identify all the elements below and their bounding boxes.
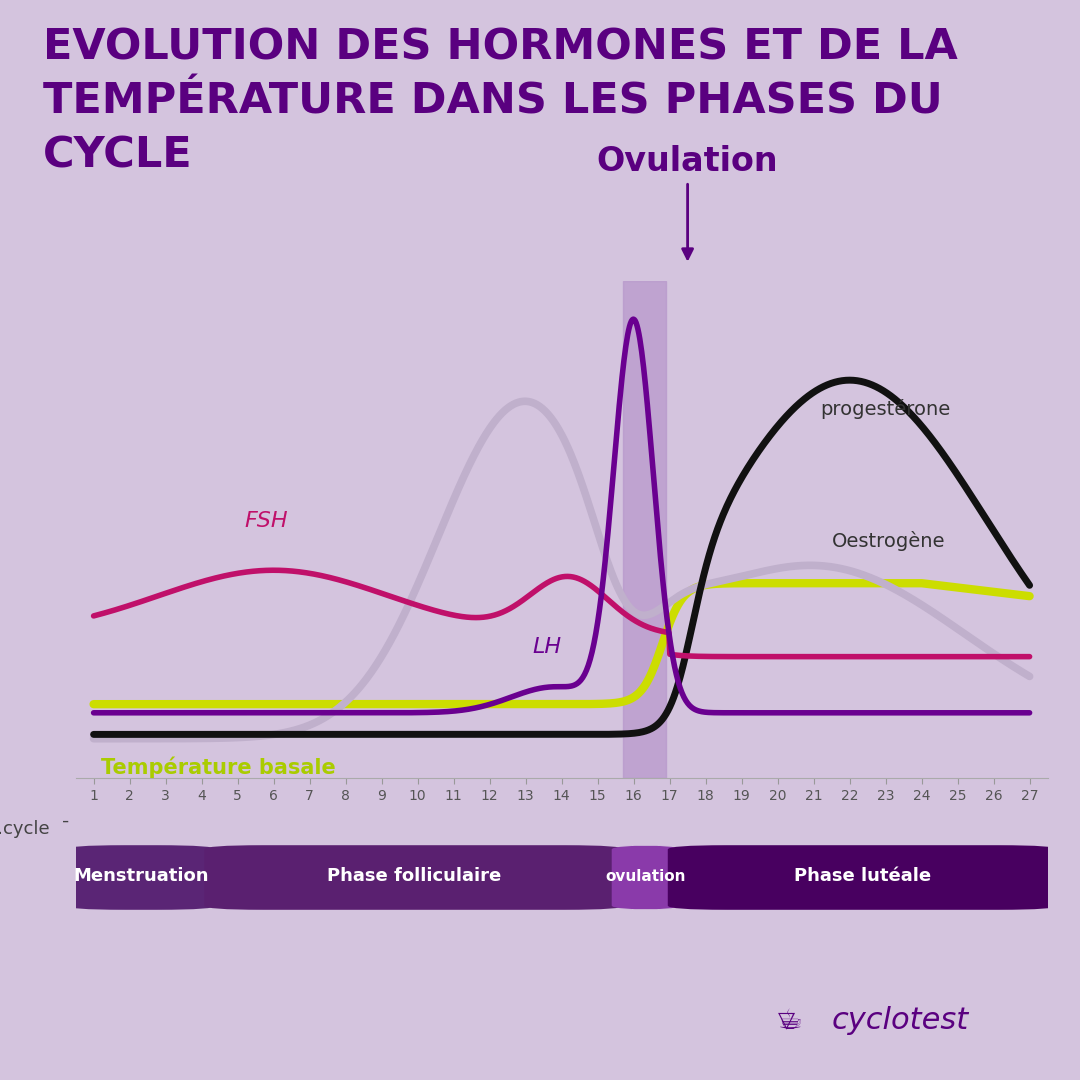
Text: EVOLUTION DES HORMONES ET DE LA: EVOLUTION DES HORMONES ET DE LA [43, 27, 958, 69]
Text: LH: LH [532, 636, 562, 657]
Text: ovulation: ovulation [606, 868, 686, 883]
Text: TEMPÉRATURE DANS LES PHASES DU: TEMPÉRATURE DANS LES PHASES DU [43, 81, 943, 123]
Text: ☕: ☕ [778, 1007, 802, 1035]
Text: ▽: ▽ [778, 1011, 795, 1030]
FancyBboxPatch shape [66, 846, 216, 909]
FancyBboxPatch shape [204, 846, 623, 909]
Text: Oestrogène: Oestrogène [832, 531, 945, 552]
Text: progestérone: progestérone [821, 399, 950, 419]
Text: Menstruation: Menstruation [73, 867, 208, 886]
Text: cyclotest: cyclotest [832, 1007, 969, 1035]
Text: Température basale: Température basale [100, 756, 336, 778]
FancyBboxPatch shape [667, 846, 1057, 909]
Text: Phase lutéale: Phase lutéale [794, 867, 931, 886]
Bar [623, 281, 666, 778]
Text: J.cycle  ¯: J.cycle ¯ [0, 820, 71, 838]
Text: Phase folliculaire: Phase folliculaire [327, 867, 501, 886]
Text: CYCLE: CYCLE [43, 135, 193, 177]
Text: Ovulation: Ovulation [597, 145, 779, 178]
Text: FSH: FSH [245, 511, 288, 531]
FancyBboxPatch shape [611, 846, 679, 909]
